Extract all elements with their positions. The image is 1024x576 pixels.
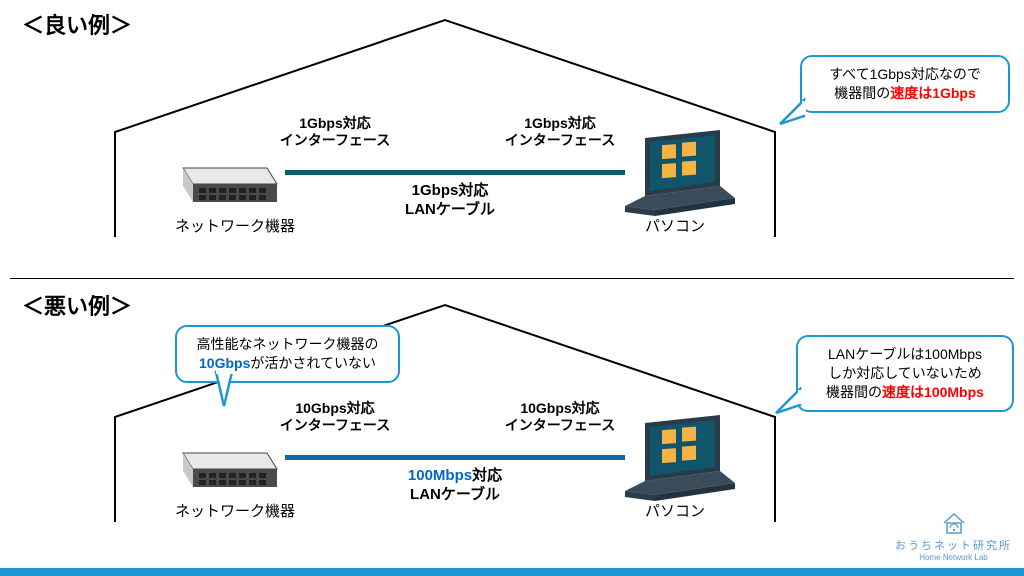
- cable-label-bad: 100Mbps対応 LANケーブル: [375, 467, 535, 505]
- good-section: ＜良い例＞ 1Gbps対応 インターフェース 1Gbps対応 インターフェース …: [0, 0, 1024, 278]
- switch-icon: [175, 148, 285, 208]
- speed-highlight: 速度は1Gbps: [890, 85, 976, 101]
- cable-label-good: 1Gbps対応 LANケーブル: [380, 182, 520, 220]
- callout-tail-bad-left: [210, 370, 240, 410]
- callout-good: すべて1Gbps対応なので 機器間の速度は1Gbps: [800, 55, 1010, 113]
- callout-tail-good: [776, 98, 806, 128]
- cable-speed-highlight: 100Mbps: [408, 467, 472, 484]
- iface-right-good: 1Gbps対応 インターフェース: [495, 115, 625, 149]
- laptop-icon: [620, 413, 740, 508]
- watermark-title: おうちネット研究所: [895, 537, 1012, 553]
- watermark-sub: Home Network Lab: [895, 553, 1012, 562]
- laptop-icon: [620, 128, 740, 223]
- iface-right-bad: 10Gbps対応 インターフェース: [495, 400, 625, 434]
- house-wifi-icon: [940, 511, 968, 535]
- iface-left-bad: 10Gbps対応 インターフェース: [270, 400, 400, 434]
- cable-good: [285, 170, 625, 175]
- footer-bar: [0, 568, 1024, 576]
- iface-left-good: 1Gbps対応 インターフェース: [270, 115, 400, 149]
- callout-tail-bad-right: [772, 387, 802, 417]
- cable-bad: [285, 455, 625, 460]
- bad-section: ＜悪い例＞ 10Gbps対応 インターフェース 10Gbps対応 インターフェー…: [0, 285, 1024, 565]
- watermark: おうちネット研究所 Home Network Lab: [895, 511, 1012, 562]
- section-divider: [10, 278, 1014, 279]
- callout-bad-left: 高性能なネットワーク機器の 10Gbpsが活かされていない: [175, 325, 400, 383]
- speed-highlight-bad: 速度は100Mbps: [882, 384, 984, 400]
- dev-left-good: ネットワーク機器: [165, 215, 305, 236]
- hl-10gbps: 10Gbps: [199, 355, 250, 371]
- dev-right-bad: パソコン: [635, 500, 715, 521]
- switch-icon: [175, 433, 285, 493]
- dev-right-good: パソコン: [635, 215, 715, 236]
- callout-bad-right: LANケーブルは100Mbps しか対応していないため 機器間の速度は100Mb…: [796, 335, 1014, 412]
- dev-left-bad: ネットワーク機器: [165, 500, 305, 521]
